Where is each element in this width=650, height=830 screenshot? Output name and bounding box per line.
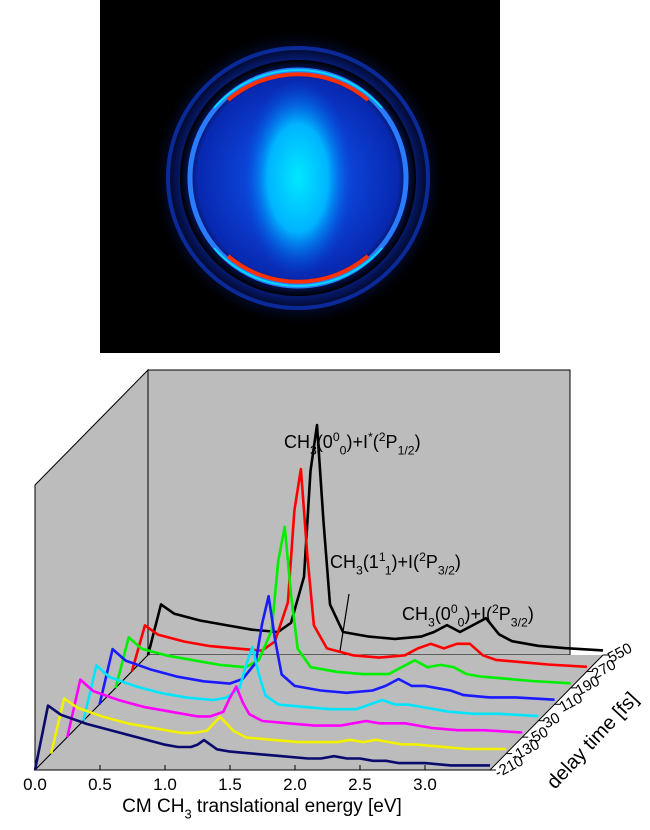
text-segment: ) [528,604,534,624]
trace [66,678,523,738]
trace [49,697,507,754]
text-segment: P [386,432,398,452]
text-segment: 3/2 [511,615,528,629]
text-segment: 1 [385,563,392,577]
x-tick-label: 1.0 [153,775,177,794]
annotation: CH3(000)+I(2P3/2) [402,602,534,630]
text-segment: translational energy [eV] [192,796,402,817]
text-segment: (1 [363,552,379,572]
text-segment: )+I( [392,552,420,572]
text-segment: ) [415,432,421,452]
text-segment: 0 [451,602,458,616]
x-tick-label: 0.5 [88,775,112,794]
depth-tick-label: 30 [540,709,563,732]
plot-box [34,368,604,772]
trace [33,704,490,771]
text-segment: ) [455,552,461,572]
text-segment: 0 [458,615,465,629]
text-segment: CH [402,604,428,624]
text-segment: )+I( [464,604,492,624]
text-segment: (0 [435,604,451,624]
x-axis-label: CM CH3 translational energy [eV] [122,796,402,822]
text-segment: CM CH [122,796,184,817]
detector-image [100,0,500,353]
x-tick-label: 1.5 [218,775,242,794]
text-segment: 3 [428,615,435,629]
annotation: CH3(111)+I(2P3/2) [330,550,461,578]
trace [98,594,555,705]
annotation-pointer [339,593,350,652]
text-segment: (0 [317,432,333,452]
text-segment: ( [373,432,379,452]
text-segment: P [426,552,438,572]
text-segment: 1 [379,550,386,564]
text-segment: 2 [379,430,386,444]
x-tick-label: 0.0 [23,775,47,794]
text-segment: 3 [310,443,317,457]
text-segment: 1/2 [398,443,415,457]
text-segment: 3 [356,563,363,577]
x-tick-label: 2.0 [283,775,307,794]
x-tick-label: 2.5 [348,775,372,794]
trace [82,645,539,721]
text-segment: 3/2 [438,563,455,577]
text-segment: 2 [419,550,426,564]
text-segment: )+I [346,432,368,452]
trace [114,525,571,689]
text-segment: * [368,430,373,444]
trace [146,423,604,656]
text-segment: 0 [333,430,340,444]
x-tick-label: 3.0 [413,775,437,794]
annotation: CH3(000)+I*(2P1/2) [284,430,421,458]
trace [130,467,587,672]
text-segment: 0 [340,443,347,457]
text-segment: CH [284,432,310,452]
text-segment: 2 [492,602,499,616]
text-segment: CH [330,552,356,572]
text-segment: 3 [184,807,191,822]
text-segment: P [499,604,511,624]
